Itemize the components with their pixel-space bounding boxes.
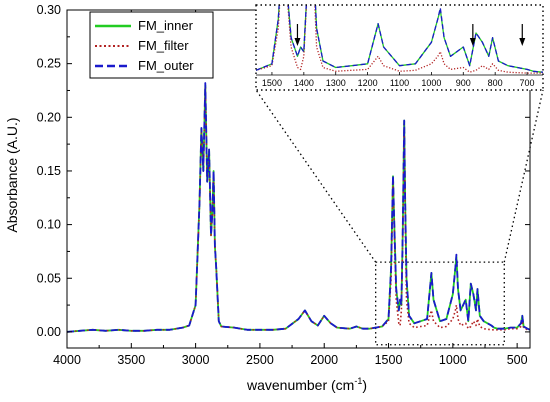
inset-series-line-fm-outer <box>256 5 543 73</box>
inset-plot: 1500 1400 1300 1200 1100 1000 900 800 700 <box>255 4 544 91</box>
y-tick-label: 0.10 <box>37 218 61 232</box>
inset-x-tick-label: 1200 <box>358 78 378 88</box>
x-tick-label: 4000 <box>53 353 81 367</box>
zoom-region-box <box>375 261 505 346</box>
x-tick-label: 500 <box>507 353 528 367</box>
legend-item-fm-outer: FM_outer <box>95 58 194 73</box>
main-plot: 4000 3500 3000 2500 2000 1500 1000 500 0.00 0.05 0… <box>37 3 531 367</box>
x-tick-label: 1000 <box>439 353 467 367</box>
x-axis-title-main: wavenumber (cm <box>246 377 354 393</box>
inset-x-tick-label: 1300 <box>326 78 346 88</box>
inset-series-line-fm-filter <box>256 5 543 74</box>
y-axis-title: Absorbance (A.U.) <box>4 117 20 232</box>
y-tick-label: 0.25 <box>37 57 61 71</box>
series-line-fm-outer <box>66 82 531 333</box>
x-tick-label: 3000 <box>182 353 210 367</box>
zoom-connector-group <box>255 89 544 346</box>
inset-x-tick-label: 1400 <box>294 78 314 88</box>
x-tick-label: 3500 <box>117 353 145 367</box>
x-tick-label: 1500 <box>375 353 403 367</box>
inset-x-tick-label: 1000 <box>421 78 441 88</box>
legend-label-fm-inner: FM_inner <box>138 18 194 33</box>
inset-arrow-head <box>294 38 301 46</box>
x-axis-title-sup: -1 <box>354 376 362 386</box>
inset-x-tick-label: 1100 <box>390 78 409 88</box>
zoom-connector-left <box>255 89 377 263</box>
legend-item-fm-inner: FM_inner <box>95 18 194 33</box>
series-line-fm-filter <box>66 86 530 333</box>
legend-label-fm-filter: FM_filter <box>138 38 189 53</box>
inset-arrow-head <box>469 38 476 46</box>
x-axis-title-end: ) <box>362 377 367 393</box>
y-tick-label: 0.30 <box>37 3 61 17</box>
x-axis-title: wavenumber (cm-1) <box>246 376 367 393</box>
legend: FM_inner FM_filter FM_outer <box>89 11 214 79</box>
inset-arrow-head <box>519 38 526 46</box>
inset-x-tick-label: 1500 <box>262 78 282 88</box>
inset-frame <box>255 4 544 91</box>
x-tick-label: 2500 <box>246 353 274 367</box>
inset-x-tick-label: 700 <box>520 78 535 88</box>
y-tick-label: 0.20 <box>37 110 61 124</box>
y-tick-label: 0.15 <box>37 164 61 178</box>
inset-x-tick-label: 800 <box>488 78 503 88</box>
inset-x-tick-label: 900 <box>456 78 471 88</box>
inset-series-group <box>256 5 543 74</box>
y-tick-label: 0.00 <box>37 325 61 339</box>
legend-label-fm-outer: FM_outer <box>138 58 194 73</box>
y-tick-label: 0.05 <box>37 271 61 285</box>
legend-item-fm-filter: FM_filter <box>95 38 189 53</box>
x-tick-label: 2000 <box>310 353 338 367</box>
